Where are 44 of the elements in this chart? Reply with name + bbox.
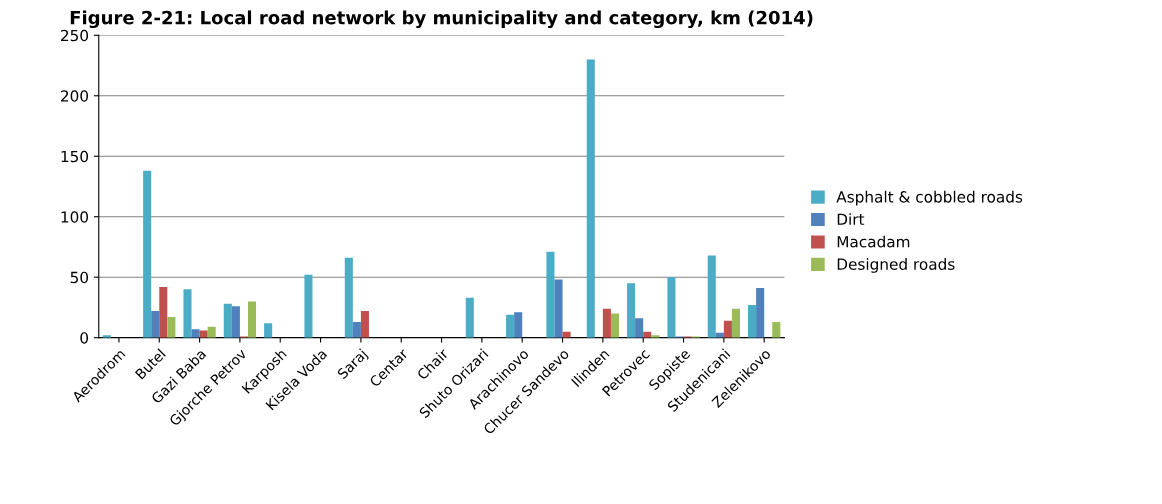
bar (207, 326, 216, 338)
bar (465, 297, 474, 338)
legend-label: Dirt (837, 213, 865, 225)
bar (635, 318, 644, 338)
bar (707, 255, 716, 338)
chart-title: Figure 2-21: Local road network by municipality and category, km (2014) (70, 10, 813, 29)
bar (304, 274, 313, 338)
bar (159, 286, 168, 338)
bar (223, 303, 232, 338)
bar (506, 314, 515, 338)
bar (143, 170, 152, 338)
legend-label: Designed roads (837, 258, 955, 273)
bar (167, 317, 176, 338)
bar (772, 321, 781, 338)
bar (554, 279, 563, 338)
bar (756, 288, 765, 338)
bar (514, 312, 523, 338)
y-tick-label: 0 (80, 332, 89, 344)
bar (231, 306, 240, 338)
bar (264, 323, 273, 338)
legend-label: Asphalt & cobbled roads (836, 190, 1023, 206)
bar (748, 305, 757, 338)
bar (546, 251, 555, 338)
bar (360, 311, 369, 338)
y-tick-label: 50 (70, 271, 89, 284)
y-tick-label: 150 (61, 150, 89, 163)
bar (723, 320, 732, 338)
bar (731, 308, 740, 338)
legend-label: Macadam (837, 235, 910, 248)
y-tick-label: 200 (61, 90, 89, 102)
bar (352, 321, 361, 338)
bar (247, 301, 257, 338)
bar (602, 308, 611, 338)
bar (151, 311, 160, 338)
bar (627, 283, 636, 338)
y-tick-label: 250 (61, 29, 89, 42)
bar (610, 313, 619, 338)
bar (199, 330, 208, 338)
bar (191, 329, 200, 338)
bar (344, 257, 353, 338)
y-tick-label: 100 (61, 211, 89, 223)
bar (667, 277, 676, 338)
bar (183, 289, 192, 338)
bar (586, 59, 595, 338)
